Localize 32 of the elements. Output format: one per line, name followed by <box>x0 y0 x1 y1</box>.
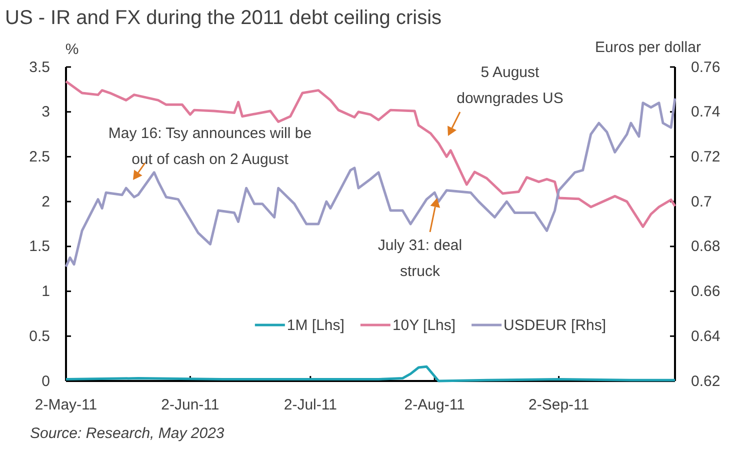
y-tick-label: 2.5 <box>29 148 50 166</box>
annotation: July 31: deal struck <box>378 237 462 280</box>
annotation: 5 August downgrades US <box>456 64 564 107</box>
y2-tick-label: 0.76 <box>691 58 720 76</box>
y-tick-label: 1.5 <box>29 238 50 256</box>
line-series <box>64 80 676 228</box>
y-tick-label: 3 <box>42 104 50 121</box>
legend-label: 1M [Lhs] <box>286 317 344 334</box>
y-tick-label: 1 <box>42 283 50 300</box>
y2-tick-label: 0.62 <box>691 372 720 390</box>
x-tick-label: 2-Jun-11 <box>161 396 220 414</box>
x-tick-label: 2-Aug-11 <box>404 396 465 414</box>
y2-tick-label: 0.74 <box>691 104 720 121</box>
legend-label: 10Y [Lhs] <box>392 317 456 334</box>
y2-tick-label: 0.66 <box>691 283 720 300</box>
legend-label: USDEUR [Rhs] <box>504 317 606 334</box>
y2-tick-label: 0.64 <box>691 328 720 345</box>
source-note: Source: Research, May 2023 <box>30 425 225 442</box>
y-tick-label: 0 <box>42 372 50 390</box>
y-axis-title: % <box>65 41 79 58</box>
annotation: May 16: Tsy announces will be out of cash on 2 August <box>108 125 312 168</box>
y2-tick-label: 0.68 <box>691 238 720 256</box>
x-tick-label: 2-Sep-11 <box>528 396 590 414</box>
y2-tick-label: 0.72 <box>691 148 720 166</box>
chart-title: US - IR and FX during the 2011 debt ceiling crisis <box>5 7 442 29</box>
y-tick-label: 3.5 <box>29 58 50 76</box>
y2-axis-title: Euros per dollar <box>595 39 701 56</box>
y-tick-label: 0.5 <box>29 328 50 345</box>
y-tick-label: 2 <box>42 193 50 210</box>
x-tick-label: 2-Jul-11 <box>284 396 337 414</box>
x-tick-label: 2-May-11 <box>34 396 98 414</box>
y2-tick-label: 0.7 <box>691 193 712 210</box>
